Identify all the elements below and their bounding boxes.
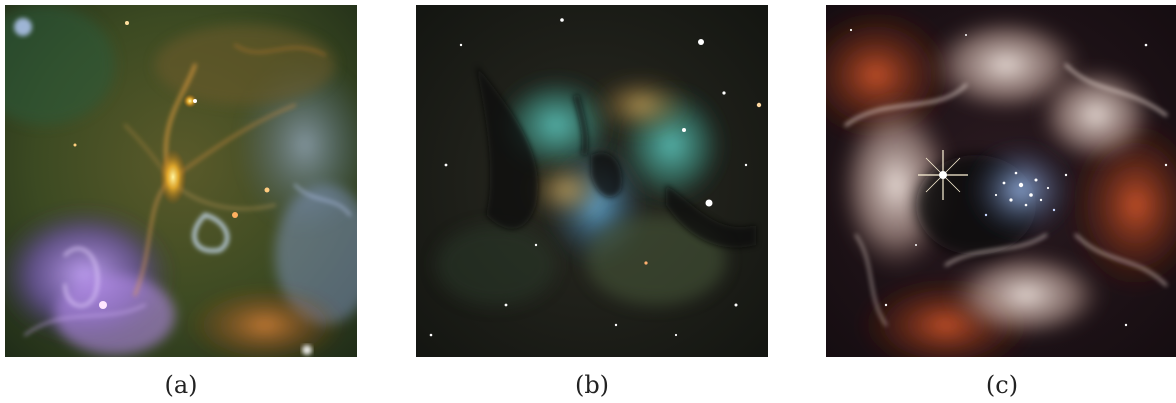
nebula-image-c [826,5,1176,357]
nebula-image-b [416,5,768,357]
nebula-image-a [5,5,357,357]
panel-caption-c: (c) [985,371,1019,399]
panel-caption-a: (a) [164,371,198,399]
panel-caption-b: (b) [574,371,610,399]
